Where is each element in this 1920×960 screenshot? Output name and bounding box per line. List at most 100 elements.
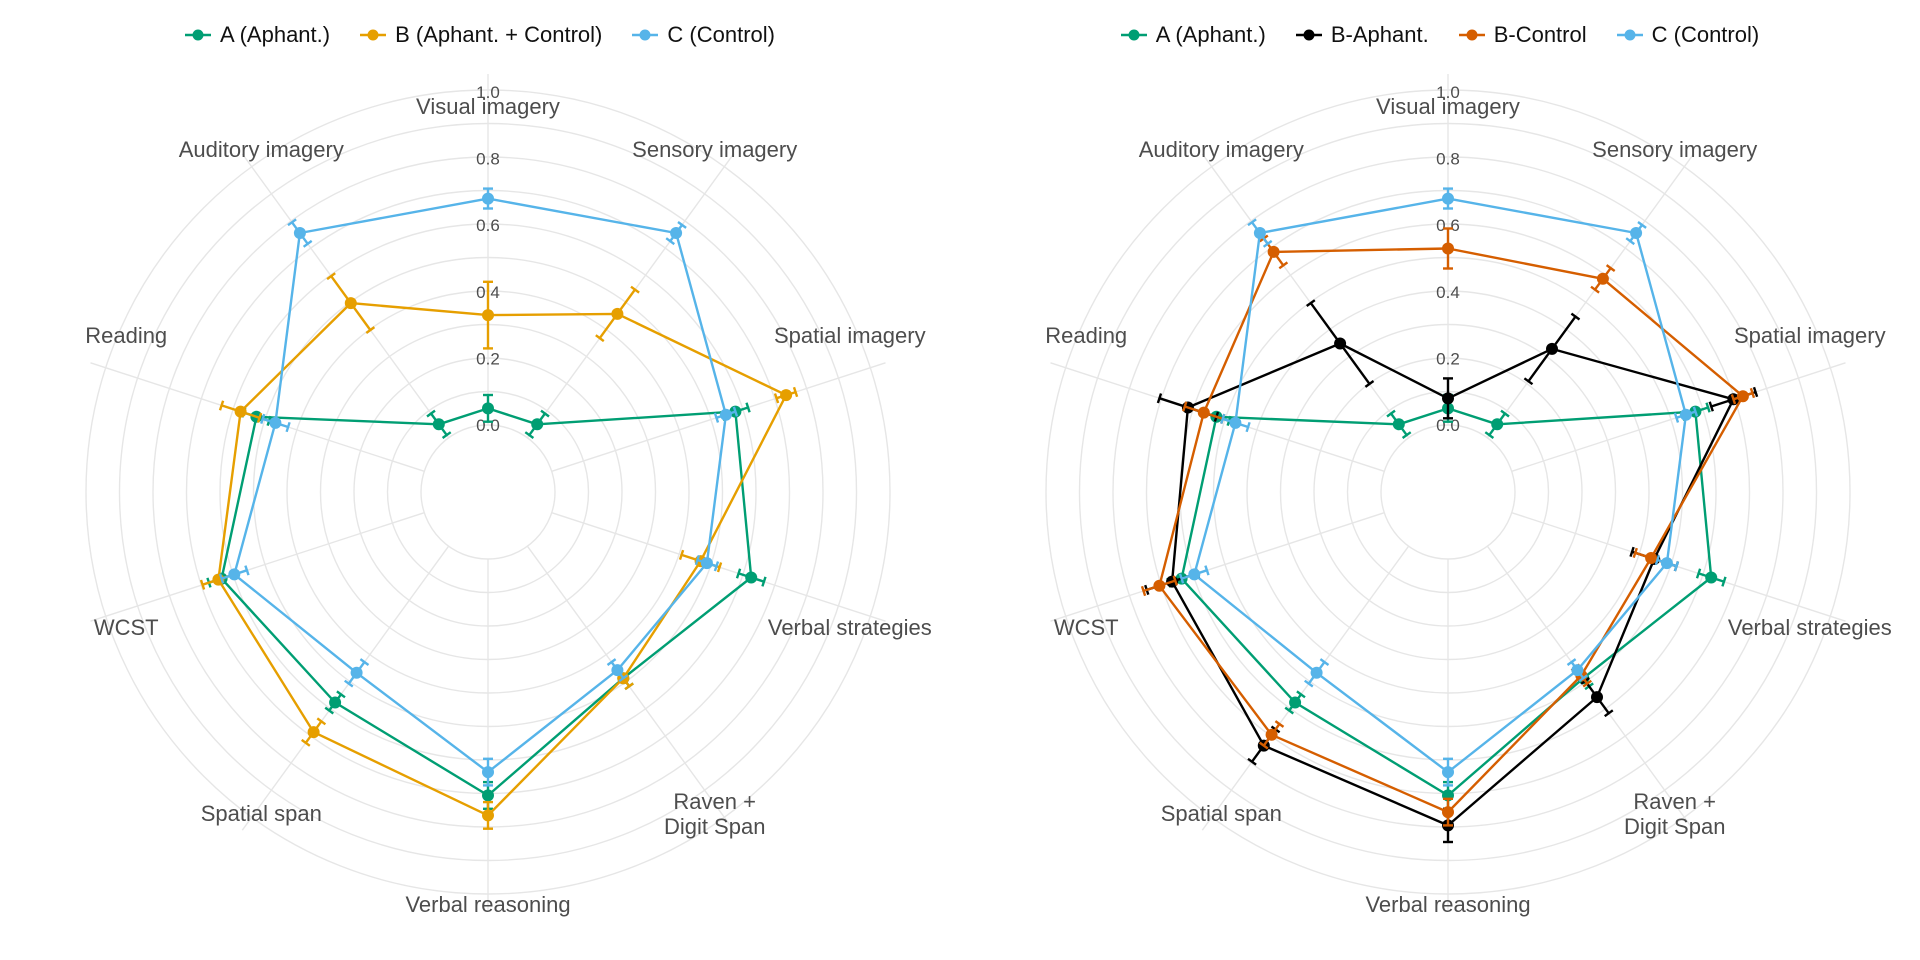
axis-label-auditory-imagery: Auditory imagery — [1139, 137, 1304, 162]
data-point — [700, 557, 713, 570]
error-cap — [677, 221, 687, 229]
error-cap — [365, 326, 376, 334]
data-point — [1442, 392, 1454, 405]
error-cap — [524, 431, 535, 439]
error-cap — [316, 717, 327, 726]
error-cap — [1673, 561, 1680, 572]
error-cap — [1749, 387, 1756, 399]
axis-label-verbal-reasoning: Verbal reasoning — [405, 892, 570, 917]
error-cap — [1247, 757, 1257, 766]
error-cap — [713, 412, 720, 423]
data-point — [350, 666, 363, 679]
data-point — [1571, 664, 1584, 677]
axis-label-verbal-strategies: Verbal strategies — [768, 615, 932, 640]
axis-label-raven-digit-span: Raven + Digit Span — [1624, 789, 1726, 839]
radar-panel-right: 0.0 0.2 0.4 0.6 0.8 1.0 Visual imagery Sensory … — [960, 0, 1920, 960]
error-cap — [1523, 377, 1534, 386]
data-point — [482, 809, 494, 822]
legend-key — [360, 29, 387, 41]
axis-label-spatial-imagery: Spatial imagery — [1734, 323, 1886, 348]
data-point — [1310, 666, 1323, 679]
error-cap — [630, 285, 640, 294]
error-cap — [1296, 690, 1306, 699]
error-cap — [1278, 261, 1289, 270]
tick-label: 0.6 — [1436, 216, 1460, 235]
series-a-aphant — [1166, 393, 1727, 810]
data-point — [269, 416, 282, 429]
error-cap — [1247, 218, 1257, 227]
axis-label-reading: Reading — [85, 323, 167, 348]
axis-label-wcst: WCST — [94, 615, 159, 640]
data-point — [293, 227, 306, 239]
axis-label-reading: Reading — [1045, 323, 1127, 348]
error-cap — [1262, 239, 1273, 248]
axis-label-line: Auditory imagery — [179, 137, 344, 162]
grid-spoke — [1050, 512, 1385, 622]
axis-label-raven-digit-span: Raven + Digit Span — [664, 789, 766, 839]
error-cap — [1258, 741, 1269, 750]
axis-label-line: Spatial imagery — [1734, 323, 1886, 348]
data-point — [482, 789, 494, 802]
axis-label-line: Visual imagery — [1376, 94, 1520, 119]
error-cap — [1603, 709, 1614, 718]
error-cap — [1178, 573, 1185, 584]
series-c-control — [218, 187, 739, 787]
legend-item-a-aphant: A (Aphant.) — [185, 22, 330, 48]
tick-label: 0.2 — [1436, 349, 1460, 368]
data-point — [1491, 418, 1504, 431]
legend-item-b-aphant-control: B (Aphant. + Control) — [360, 22, 602, 48]
legend-left: A (Aphant.) B (Aphant. + Control) C (Contr… — [0, 22, 960, 48]
data-point — [1188, 568, 1201, 581]
error-cap — [1578, 674, 1589, 683]
grid-spoke — [241, 545, 450, 831]
error-cap — [285, 421, 291, 433]
error-cap — [1637, 221, 1647, 229]
error-cap — [665, 237, 676, 246]
axis-label-line: Spatial span — [201, 801, 322, 826]
error-cap — [1730, 394, 1737, 405]
error-cap — [595, 334, 605, 343]
data-point — [228, 568, 241, 581]
error-cap — [606, 658, 617, 666]
grid-spoke — [1201, 153, 1410, 439]
grid-spoke — [1486, 153, 1695, 439]
error-cap — [426, 409, 436, 418]
error-cap — [218, 400, 225, 411]
data-point — [234, 405, 247, 418]
grid-spoke — [526, 545, 735, 831]
data-point — [1334, 337, 1347, 350]
axis-label-line: Verbal reasoning — [1365, 892, 1530, 917]
error-cap — [1204, 565, 1210, 576]
error-cap — [1284, 706, 1295, 715]
data-point — [1596, 272, 1609, 285]
error-cap — [287, 218, 297, 227]
axis-label-spatial-imagery: Spatial imagery — [774, 323, 926, 348]
error-cap — [624, 682, 634, 691]
axis-label-line: Digit Span — [1624, 814, 1726, 839]
tick-label: 0.0 — [476, 416, 500, 435]
data-point — [611, 664, 624, 677]
data-point — [344, 297, 357, 310]
data-point — [1442, 806, 1454, 819]
legend-right: A (Aphant.) B-Aphant. B-Control C (Control) — [960, 22, 1920, 48]
error-cap — [1500, 409, 1510, 418]
error-cap — [359, 658, 370, 666]
error-cap — [773, 393, 780, 404]
error-cap — [260, 413, 266, 424]
error-cap — [1172, 575, 1178, 586]
legend-label: A (Aphant.) — [1155, 22, 1266, 47]
error-cap — [745, 402, 751, 413]
series-line — [220, 407, 753, 797]
error-cap — [716, 562, 723, 573]
series-c-control — [1178, 187, 1699, 787]
axis-label-line: Verbal strategies — [1728, 615, 1892, 640]
data-point — [307, 726, 320, 739]
series-b-aphant — [1144, 299, 1759, 844]
data-point — [1660, 557, 1673, 570]
axis-label-wcst: WCST — [1054, 615, 1119, 640]
error-cap — [300, 738, 311, 747]
